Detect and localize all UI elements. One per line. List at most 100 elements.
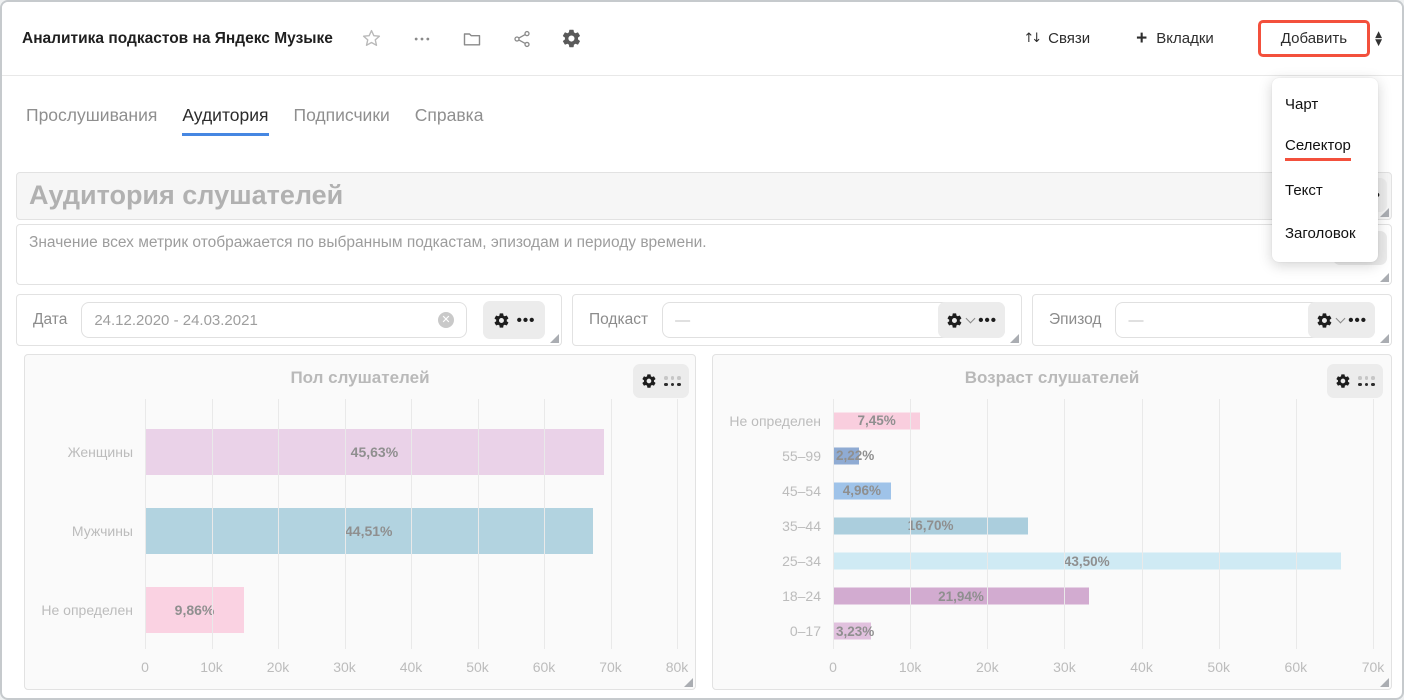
gridline: [544, 399, 545, 649]
plot-area: 7,45% 2,22% 4,96% 16,70% 43,50% 21,94% 3,23% 0…: [829, 399, 1384, 675]
plus-icon: +: [1136, 28, 1148, 49]
folder-icon[interactable]: [461, 28, 483, 50]
category-label: 25–34: [782, 553, 821, 570]
chart-title: Возраст слушателей: [964, 368, 1140, 387]
resize-handle[interactable]: [684, 678, 693, 687]
chart-menu-button[interactable]: [633, 364, 689, 398]
filter-settings-button[interactable]: •••: [938, 302, 1005, 338]
x-axis-tick: 0: [829, 659, 837, 675]
more-dots-icon: [664, 376, 681, 386]
x-axis-tick: 60k: [532, 659, 556, 675]
bar-value-label: 9,86%: [174, 601, 215, 618]
x-axis-tick: 20k: [975, 659, 999, 675]
tab-listens[interactable]: Прослушивания: [26, 105, 158, 125]
tab-audience[interactable]: Аудитория: [182, 105, 269, 136]
date-range-input[interactable]: 24.12.2020 - 24.03.2021 ✕: [81, 302, 467, 338]
bar-value-label: 45,63%: [350, 444, 399, 461]
age-chart-widget: Возраст слушателей Не определен 55–99 45–5…: [712, 354, 1392, 690]
data-bar: 7,45%: [833, 412, 921, 430]
menu-item-selector[interactable]: Селектор: [1272, 127, 1378, 170]
sort-arrows-icon: ↑↓: [1023, 31, 1042, 46]
more-dots-icon: •••: [516, 311, 536, 329]
x-axis-tick: 40k: [399, 659, 423, 675]
x-axis-tick: 30k: [333, 659, 356, 675]
title-widget: Аудитория слушателей •••: [16, 172, 1392, 220]
podcast-filter-label: Подкаст: [589, 311, 649, 328]
bar-row: 4,96%: [833, 473, 1373, 508]
gridline: [987, 399, 989, 649]
gridline: [910, 399, 912, 649]
bar-value-label: 2,22%: [836, 448, 875, 464]
gender-chart-widget: Пол слушателей Женщины Мужчины Не определе…: [24, 354, 696, 690]
gridline: [1141, 399, 1143, 649]
dashboard-header: Аналитика подкастов на Яндекс Музыке ↑↓ …: [2, 2, 1402, 76]
x-axis-tick: 70k: [599, 659, 622, 675]
category-label: 0–17: [789, 623, 821, 640]
podcast-select[interactable]: — •••: [662, 302, 1005, 338]
x-axis-tick: 50k: [466, 659, 489, 675]
menu-item-text[interactable]: Текст: [1285, 182, 1323, 199]
episode-select[interactable]: — •••: [1115, 302, 1375, 338]
resize-handle[interactable]: [1380, 208, 1389, 217]
x-axis-tick: 80k: [665, 659, 689, 675]
menu-item-chart[interactable]: Чарт: [1285, 96, 1319, 113]
category-axis: Не определен 55–99 45–54 35–44 25–34 18–24 0–1…: [725, 403, 821, 649]
gridline: [677, 399, 678, 649]
share-icon[interactable]: [511, 28, 533, 50]
x-axis-tick: 60k: [1284, 659, 1308, 675]
plot-area: 45,63% 44,51% 9,86% 0 10k 20k 30k 40k 50k 60k 70k…: [141, 399, 688, 675]
data-bar: 16,70%: [833, 517, 1029, 535]
gridline: [1218, 399, 1220, 649]
gear-icon[interactable]: [561, 28, 583, 50]
data-bar: 43,50%: [833, 552, 1341, 570]
add-button[interactable]: Добавить: [1257, 20, 1371, 57]
chart-menu-button[interactable]: [1327, 364, 1383, 398]
menu-item-heading[interactable]: Заголовок: [1285, 225, 1356, 242]
data-bar: 44,51%: [145, 508, 593, 554]
chevron-down-icon: [1335, 313, 1346, 323]
category-label: 55–99: [782, 447, 821, 464]
episode-filter-widget: Эпизод — •••: [1032, 294, 1392, 346]
resize-handle[interactable]: [550, 334, 559, 343]
dashboard-tabs: Прослушивания Аудитория Подписчики Справ…: [26, 105, 483, 136]
resize-handle[interactable]: [1380, 334, 1389, 343]
bar-row: 16,70%: [833, 508, 1373, 543]
description-text: Значение всех метрик отображается по выб…: [29, 234, 707, 251]
data-bar: 9,86%: [145, 586, 245, 633]
gridline: [411, 399, 412, 649]
filter-settings-button[interactable]: •••: [483, 301, 545, 339]
gridline: [477, 399, 479, 649]
date-filter-widget: Дата 24.12.2020 - 24.03.2021 ✕ •••: [16, 294, 562, 346]
x-axis-tick: 0: [141, 659, 149, 675]
tab-help[interactable]: Справка: [414, 105, 484, 125]
tab-subscribers[interactable]: Подписчики: [293, 105, 390, 125]
more-dots-icon: [1358, 376, 1375, 386]
category-label: 45–54: [782, 482, 821, 499]
chevron-down-icon: [965, 313, 976, 323]
gridline: [1373, 399, 1374, 649]
star-icon[interactable]: [361, 28, 383, 50]
category-label: Женщины: [67, 444, 133, 461]
spin-arrows-icon[interactable]: ▲ ▼: [1375, 29, 1382, 48]
resize-handle[interactable]: [1380, 678, 1389, 687]
gridline: [833, 399, 834, 649]
chart-title: Пол слушателей: [290, 368, 430, 387]
gridline: [1295, 399, 1297, 649]
x-axis-tick: 30k: [1053, 659, 1076, 675]
x-axis-tick: 50k: [1207, 659, 1230, 675]
gridline: [1064, 399, 1066, 649]
relations-button[interactable]: ↑↓ Связи: [1023, 30, 1091, 47]
resize-handle[interactable]: [1380, 273, 1389, 282]
header-actions: ↑↓ Связи + Вкладки Добавить ▲ ▼: [1023, 20, 1382, 57]
clear-icon[interactable]: ✕: [438, 312, 454, 328]
bar-row: 7,45%: [833, 403, 1373, 438]
add-tab-button[interactable]: + Вкладки: [1136, 28, 1214, 49]
x-axis-tick: 20k: [266, 659, 290, 675]
filter-settings-button[interactable]: •••: [1308, 302, 1375, 338]
more-dots-icon: •••: [978, 311, 997, 329]
data-bar: 45,63%: [145, 429, 604, 476]
more-dots-icon[interactable]: [411, 28, 433, 50]
bar-row: 21,94%: [833, 579, 1373, 614]
resize-handle[interactable]: [1010, 334, 1019, 343]
